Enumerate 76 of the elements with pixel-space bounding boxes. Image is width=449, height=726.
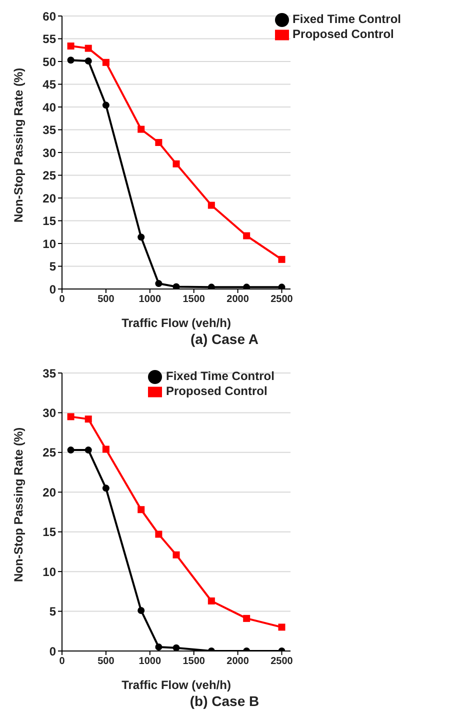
x-axis-title: Traffic Flow (veh/h) (122, 316, 231, 330)
point (172, 160, 180, 168)
x-tick-label: 1000 (138, 294, 162, 306)
point (84, 416, 92, 423)
point (155, 644, 162, 651)
x-tick-label: 500 (98, 656, 115, 668)
x-tick-label: 1500 (182, 294, 206, 306)
text: (b) Case B (188, 693, 260, 709)
point (208, 202, 215, 209)
y-tick-label: 10 (42, 564, 56, 579)
point (67, 446, 74, 454)
x-tick-label: 0 (59, 656, 66, 668)
point (172, 644, 180, 651)
x-tick-label: 2500 (270, 656, 294, 668)
point (138, 506, 145, 514)
y-tick-label: 45 (42, 78, 56, 92)
point (208, 284, 215, 289)
y-axis-title: Non-Stop Passing Rate (%) (11, 68, 26, 222)
legend-label: Fixed Time Control (292, 12, 401, 26)
point (84, 446, 92, 454)
y-tick-label: 30 (42, 146, 56, 160)
y-tick-label: 20 (42, 191, 56, 206)
x-axis-title: Traffic Flow (veh/h) (122, 678, 231, 692)
point (67, 42, 74, 50)
y-tick-label: 15 (42, 214, 56, 228)
y-tick-label: 25 (42, 446, 56, 460)
text: (a) Case A (190, 331, 260, 347)
y-tick-label: 50 (42, 54, 56, 69)
point (138, 126, 145, 133)
point (67, 56, 74, 64)
y-tick-label: 10 (42, 236, 56, 251)
point (155, 138, 162, 146)
y-tick-label: 0 (49, 644, 56, 658)
point (102, 102, 110, 109)
point (243, 614, 250, 622)
point (172, 283, 180, 289)
y-tick-label: 5 (49, 604, 56, 619)
point (102, 58, 110, 66)
point (155, 530, 162, 538)
legend-label: Proposed Control (292, 26, 394, 41)
x-tick-label: 500 (98, 294, 115, 306)
point (243, 284, 250, 289)
x-tick-label: 1500 (182, 656, 206, 668)
legend-label: Fixed Time Control (166, 369, 274, 383)
point (67, 413, 74, 420)
y-tick-label: 35 (42, 366, 56, 380)
x-tick-label: 2000 (226, 294, 250, 306)
point (155, 280, 162, 288)
point (102, 446, 110, 453)
point (243, 232, 250, 240)
point (278, 256, 286, 263)
point (84, 44, 92, 52)
point (84, 58, 92, 65)
x-tick-label: 2500 (270, 294, 294, 306)
y-tick-label: 5 (49, 260, 56, 274)
y-tick-label: 55 (42, 32, 56, 46)
x-tick-label: 1000 (138, 656, 162, 668)
point (278, 624, 286, 631)
y-axis-title: Non-Stop Passing Rate (%) (11, 427, 26, 582)
legend-label: Proposed Control (166, 384, 268, 398)
point (278, 284, 286, 289)
x-tick-label: 0 (59, 294, 66, 306)
point (138, 606, 145, 614)
y-tick-label: 0 (49, 282, 56, 296)
y-tick-label: 30 (42, 406, 56, 420)
point (102, 484, 110, 492)
y-tick-label: 40 (42, 100, 56, 114)
point (138, 234, 145, 241)
x-tick-label: 2000 (226, 656, 250, 668)
y-tick-label: 25 (42, 168, 56, 183)
y-tick-label: 15 (42, 525, 56, 540)
y-tick-label: 35 (42, 123, 56, 138)
y-tick-label: 20 (42, 485, 56, 500)
y-tick-label: 60 (42, 9, 56, 24)
point (172, 551, 180, 558)
point (208, 597, 215, 604)
